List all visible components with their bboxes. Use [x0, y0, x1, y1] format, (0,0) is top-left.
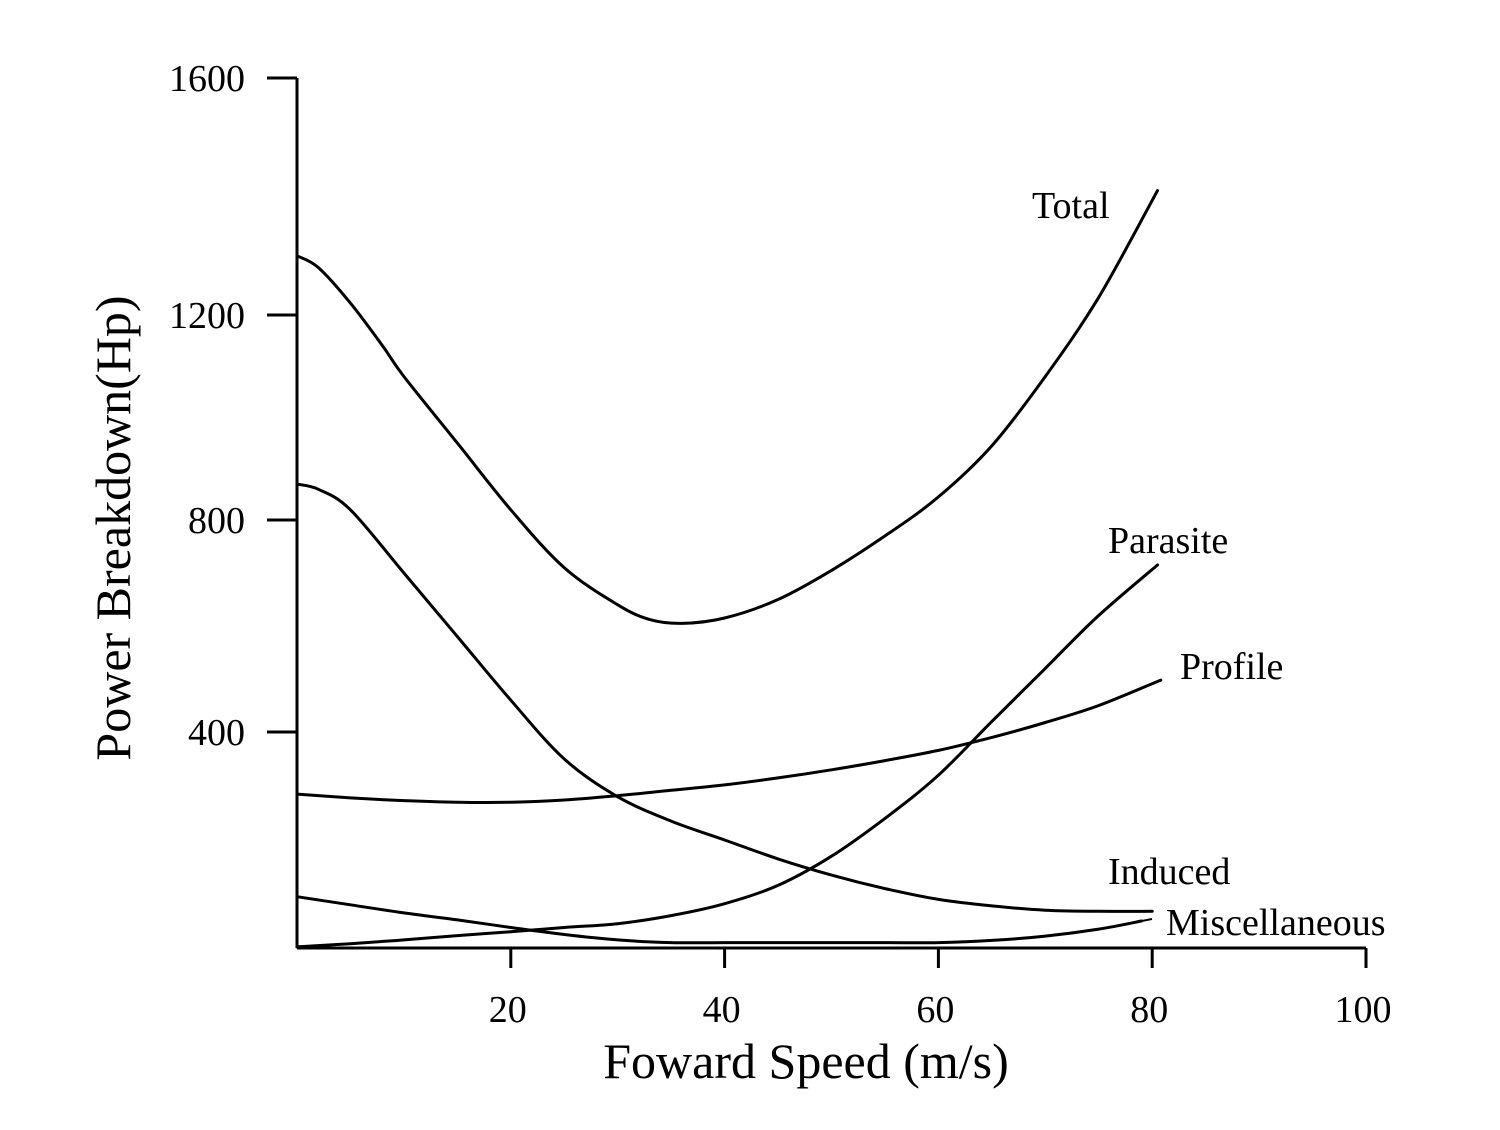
x-tick-label: 60	[916, 989, 954, 1031]
x-tick-label: 20	[489, 989, 527, 1031]
y-tick-label: 1200	[169, 295, 245, 337]
series-line-miscellaneous	[295, 895, 1143, 945]
x-tick-label: 100	[1335, 989, 1392, 1031]
series-line-profile	[295, 678, 1163, 804]
y-tick-label: 800	[188, 500, 245, 542]
series-label-profile: Profile	[1180, 646, 1283, 688]
x-tick-label: 80	[1130, 989, 1168, 1031]
series-label-miscellaneous: Miscellaneous	[1166, 902, 1386, 944]
y-tick-label: 1600	[169, 58, 245, 100]
series-line-parasite	[295, 563, 1159, 949]
miscellaneous-leader-line	[1141, 918, 1153, 922]
series-line-induced	[295, 482, 1154, 913]
series-layer	[295, 189, 1163, 949]
x-axis-title: Foward Speed (m/s)	[603, 1033, 1009, 1089]
series-label-induced: Induced	[1108, 851, 1230, 893]
axes: 1600 1200 800 400 20 40 60 80 100 Foward Speed (m…	[85, 58, 1392, 1089]
y-tick-label: 400	[188, 712, 245, 754]
series-label-parasite: Parasite	[1108, 520, 1228, 562]
series-line-total	[295, 189, 1159, 625]
labels-layer: Total Parasite Profile Induced Miscellaneous	[1032, 185, 1386, 944]
x-tick-label: 40	[703, 989, 741, 1031]
series-label-total: Total	[1032, 185, 1110, 227]
y-axis-title: Power Breakdown(Hp)	[85, 295, 141, 760]
